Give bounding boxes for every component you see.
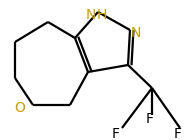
Text: O: O (15, 101, 26, 115)
Text: H: H (97, 8, 107, 22)
Text: F: F (112, 127, 120, 140)
Text: F: F (146, 112, 154, 126)
Text: N: N (131, 26, 141, 40)
Text: F: F (174, 127, 182, 140)
Text: N: N (86, 8, 96, 22)
